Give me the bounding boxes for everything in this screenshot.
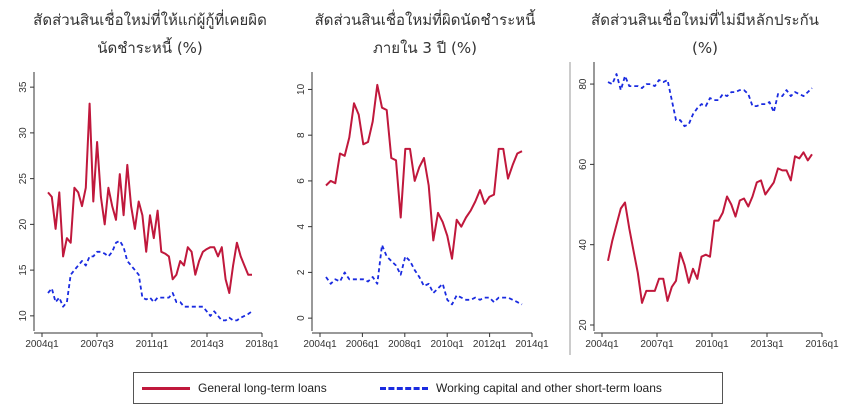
chart-3-y-tick-label: 80 [578, 78, 589, 90]
chart-1-x-tick-label: 2004q1 [25, 339, 59, 350]
chart-2-x-tick-label: 2008q1 [388, 339, 422, 350]
chart-3-x-tick-label: 2004q1 [585, 339, 619, 350]
panel-2-title-line-1: สัดส่วนสินเชื่อใหม่ที่ผิดนัดชำระหนี้ [314, 11, 536, 29]
chart-1-series-working-capital [47, 239, 253, 322]
chart-3-y-tick-label: 40 [578, 239, 589, 251]
chart-2-x-tick-label: 2014q1 [515, 339, 549, 350]
chart-1-y-tick-label: 15 [18, 264, 29, 276]
chart-3-series-long-term [607, 151, 813, 304]
legend: General long-term loans Working capital … [133, 372, 723, 404]
chart-2-y-tick-label: 0 [296, 315, 307, 321]
chart-2-series-long-term [325, 83, 523, 260]
chart-3-x-tick-label: 2013q1 [750, 339, 784, 350]
chart-1-y-tick-label: 30 [18, 127, 29, 139]
chart-2-y-tick-label: 10 [296, 83, 307, 95]
chart-3-series-working-capital [607, 73, 813, 128]
chart-1-x-tick-label: 2011q1 [136, 339, 169, 350]
panel-1-title: สัดส่วนสินเชื่อใหม่ที่ให้แก่ผู้กู้ที่เคย… [0, 6, 300, 62]
chart-2-y-tick-label: 2 [296, 269, 307, 275]
chart-2-series-working-capital [325, 244, 523, 306]
chart-3-x-tick-label: 2010q1 [695, 339, 729, 350]
chart-1-y-tick-label: 10 [18, 310, 29, 322]
chart-3-x-tick-label: 2007q1 [640, 339, 674, 350]
chart-1-y-tick-label: 20 [18, 218, 29, 230]
legend-label-long-term: General long-term loans [198, 381, 327, 395]
chart-2-y-tick-label: 6 [296, 178, 307, 184]
chart-1-y-tick-label: 25 [18, 173, 29, 185]
legend-swatch-working-capital [380, 386, 428, 390]
chart-3-y-tick-label: 20 [578, 319, 589, 331]
panel-3-title-line-1: สัดส่วนสินเชื่อใหม่ที่ไม่มีหลักประกัน [591, 11, 819, 29]
chart-1-series-long-term [47, 102, 252, 294]
chart-3-y-tick-label: 60 [578, 158, 589, 170]
legend-swatch-long-term [142, 386, 190, 390]
chart-1-x-tick-label: 2007q3 [80, 339, 114, 350]
chart-2-x-tick-label: 2004q1 [303, 339, 337, 350]
chart-1-x-tick-label: 2014q3 [190, 339, 224, 350]
chart-1-y-tick-label: 35 [18, 81, 29, 93]
chart-2-x-tick-label: 2012q1 [473, 339, 507, 350]
legend-item-working-capital: Working capital and other short-term loa… [380, 373, 662, 403]
panel-2-title-line-2: ภายใน 3 ปี (%) [372, 39, 477, 57]
chart-2-y-tick-label: 8 [296, 132, 307, 138]
chart-2-y-tick-label: 4 [296, 223, 307, 229]
legend-item-long-term: General long-term loans [142, 373, 327, 403]
panel-2-title: สัดส่วนสินเชื่อใหม่ที่ผิดนัดชำระหนี้ ภาย… [285, 6, 565, 62]
chart-2-x-tick-label: 2006q1 [346, 339, 380, 350]
chart-2-x-tick-label: 2010q1 [431, 339, 465, 350]
chart-1-x-tick-label: 2018q1 [245, 339, 279, 350]
panel-3-title: สัดส่วนสินเชื่อใหม่ที่ไม่มีหลักประกัน (%… [570, 6, 840, 62]
legend-label-working-capital: Working capital and other short-term loa… [436, 381, 662, 395]
chart-3-x-tick-label: 2016q1 [805, 339, 839, 350]
panel-3-title-line-2: (%) [692, 39, 718, 57]
panel-1-title-line-2: นัดชำระหนี้ (%) [97, 39, 203, 57]
panel-1-title-line-1: สัดส่วนสินเชื่อใหม่ที่ให้แก่ผู้กู้ที่เคย… [33, 11, 267, 29]
